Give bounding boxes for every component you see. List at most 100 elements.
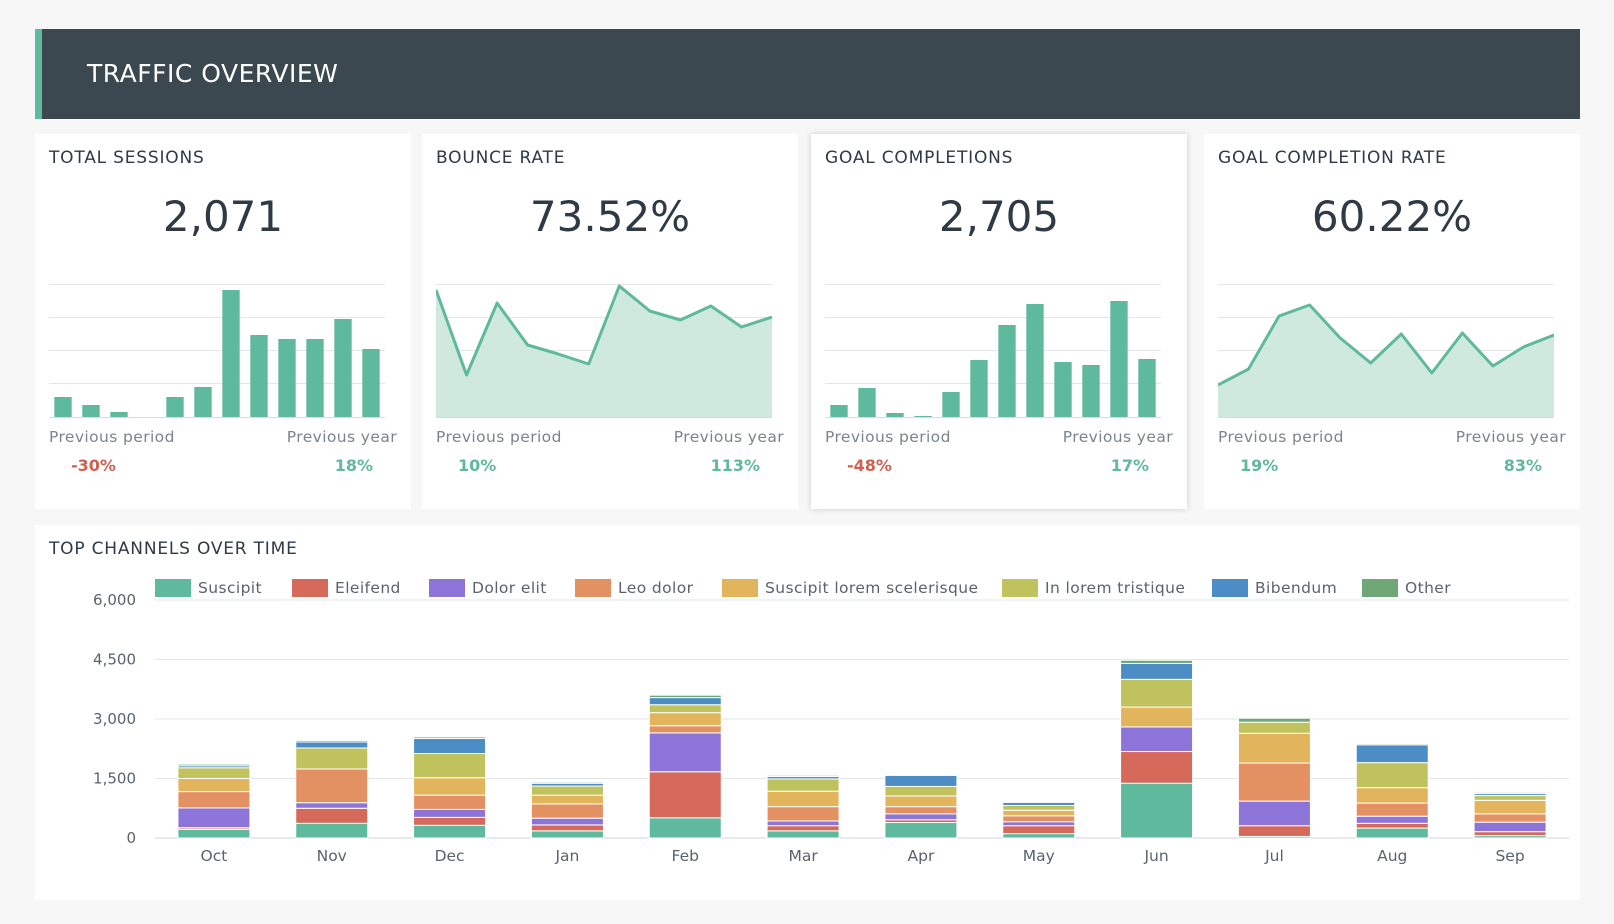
- legend-label: Suscipit: [198, 579, 262, 597]
- sparkline-bar: [1110, 301, 1128, 418]
- bar-segment: [1002, 804, 1076, 811]
- bar-segment: [648, 712, 722, 727]
- kpi-title: TOTAL SESSIONS: [49, 148, 205, 168]
- previous-year-change: 17%: [1110, 456, 1149, 475]
- bar-segment: [295, 741, 369, 749]
- y-tick-label: 4,500: [93, 651, 136, 669]
- bar-segment: [1002, 825, 1076, 835]
- bar-segment: [884, 813, 958, 821]
- sparkline-bar: [334, 319, 352, 418]
- bar-segment: [1355, 743, 1429, 746]
- bar-segment: [1355, 815, 1429, 824]
- x-tick-label: Jul: [1264, 847, 1284, 865]
- sparkline-bar: [362, 349, 380, 418]
- x-tick-label: Oct: [201, 847, 228, 865]
- bar-segment: [295, 747, 369, 770]
- bar-segment: [1120, 678, 1194, 708]
- previous-period-change: -30%: [71, 456, 116, 475]
- bar-segment: [413, 777, 487, 796]
- bar-segment: [1120, 659, 1194, 664]
- bar-segment: [1355, 802, 1429, 817]
- bar-segment: [1473, 791, 1547, 795]
- bar-segment: [766, 774, 840, 778]
- legend-label: Eleifend: [335, 579, 401, 597]
- bar-segment: [530, 781, 604, 784]
- bar-segment: [530, 830, 604, 839]
- kpi-card-goal-completion-rate[interactable]: GOAL COMPLETION RATE 60.22% Previous per…: [1204, 134, 1580, 509]
- x-tick-label: Feb: [672, 847, 699, 865]
- bar-segment: [1355, 787, 1429, 804]
- bar-segment: [1237, 721, 1311, 734]
- bar-segment: [1120, 782, 1194, 839]
- chart-title: TOP CHANNELS OVER TIME: [49, 539, 298, 559]
- legend-item[interactable]: Suscipit lorem scelerisque: [722, 577, 978, 599]
- kpi-card-total-sessions[interactable]: TOTAL SESSIONS 2,071 Previous period Pre…: [35, 134, 411, 509]
- legend-swatch: [155, 579, 191, 597]
- legend-item[interactable]: Suscipit: [155, 577, 262, 599]
- sparkline-area: [1218, 305, 1554, 418]
- x-tick-label: Dec: [435, 847, 465, 865]
- previous-period-label: Previous period: [1218, 428, 1344, 446]
- bar-segment: [413, 808, 487, 818]
- previous-year-change: 113%: [710, 456, 760, 475]
- bar-segment: [1002, 821, 1076, 827]
- bar-segment: [1237, 732, 1311, 764]
- page-title: TRAFFIC OVERVIEW: [87, 59, 339, 88]
- bar-segment: [1355, 822, 1429, 829]
- x-tick-label: Sep: [1495, 847, 1524, 865]
- legend-swatch: [722, 579, 758, 597]
- kpi-value: 60.22%: [1311, 192, 1473, 241]
- legend-item[interactable]: Bibendum: [1212, 577, 1337, 599]
- top-channels-chart-panel: TOP CHANNELS OVER TIME Suscipit Eleifend D…: [35, 525, 1580, 900]
- y-tick-label: 0: [126, 829, 136, 847]
- previous-period-change: -48%: [847, 456, 892, 475]
- legend-swatch: [1002, 579, 1038, 597]
- legend-label: Leo dolor: [618, 579, 694, 597]
- bar-segment: [766, 820, 840, 827]
- sparkline-bar: [1082, 365, 1100, 418]
- legend-label: Suscipit lorem scelerisque: [765, 579, 979, 597]
- legend-label: Dolor elit: [472, 579, 547, 597]
- legend-item[interactable]: Leo dolor: [575, 577, 693, 599]
- bar-segment: [413, 824, 487, 839]
- bar-segment: [295, 739, 369, 743]
- bar-segment: [1473, 799, 1547, 815]
- bar-segment: [1473, 831, 1547, 837]
- bar-segment: [530, 794, 604, 805]
- bar-segment: [1002, 815, 1076, 823]
- legend-item[interactable]: In lorem tristique: [1002, 577, 1185, 599]
- kpi-card-bounce-rate[interactable]: BOUNCE RATE 73.52% Previous period Previ…: [422, 134, 798, 509]
- page-header: TRAFFIC OVERVIEW: [35, 29, 1580, 119]
- previous-period-change: 10%: [458, 456, 497, 475]
- legend-item[interactable]: Eleifend: [292, 577, 401, 599]
- header-accent-bar: [35, 29, 42, 119]
- bar-segment: [1355, 744, 1429, 764]
- legend-label: Other: [1405, 579, 1452, 597]
- bar-segment: [177, 791, 251, 809]
- sparkline-bar: [970, 360, 988, 418]
- bar-segment: [1355, 827, 1429, 839]
- bar-segment: [413, 816, 487, 826]
- bar-segment: [766, 806, 840, 822]
- kpi-card-goal-completions[interactable]: GOAL COMPLETIONS 2,705 Previous period P…: [811, 134, 1187, 509]
- bar-segment: [1002, 833, 1076, 839]
- previous-period-label: Previous period: [436, 428, 562, 446]
- bar-segment: [648, 704, 722, 714]
- sparkline-bar: [222, 290, 240, 418]
- bar-segment: [177, 778, 251, 793]
- sparkline-chart: [825, 284, 1161, 418]
- legend-item[interactable]: Other: [1362, 577, 1451, 599]
- bar-segment: [530, 803, 604, 819]
- sparkline-area: [436, 286, 772, 418]
- bar-segment: [1473, 795, 1547, 801]
- bar-segment: [884, 785, 958, 797]
- kpi-title: GOAL COMPLETION RATE: [1218, 148, 1447, 168]
- kpi-title: GOAL COMPLETIONS: [825, 148, 1014, 168]
- sparkline-bar: [858, 388, 876, 418]
- legend-swatch: [292, 579, 328, 597]
- x-tick-label: Jun: [1143, 847, 1168, 865]
- legend-item[interactable]: Dolor elit: [429, 577, 547, 599]
- legend-swatch: [429, 579, 465, 597]
- bar-segment: [530, 817, 604, 826]
- x-tick-label: Nov: [317, 847, 347, 865]
